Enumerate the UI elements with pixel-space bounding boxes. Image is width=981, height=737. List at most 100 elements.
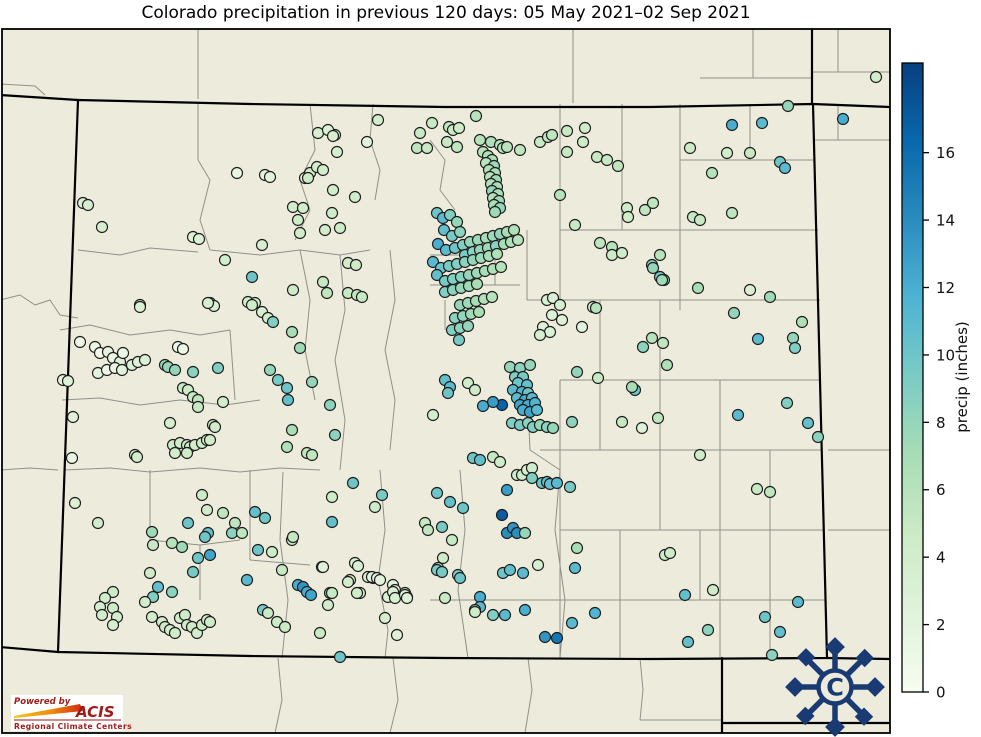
station-dot — [758, 610, 772, 624]
station-dot — [615, 246, 629, 260]
acis-name: ACIS — [75, 703, 115, 721]
station-dot — [755, 116, 769, 130]
station-dot — [435, 565, 449, 579]
station-dot — [705, 166, 719, 180]
station-dot — [621, 210, 635, 224]
station-dot — [296, 201, 310, 215]
station-dot — [498, 608, 512, 622]
station-dot — [311, 126, 325, 140]
station-dot — [115, 363, 129, 377]
colorbar-tick-label: 14 — [936, 212, 955, 230]
station-dot — [518, 603, 532, 617]
station-dot — [425, 116, 439, 130]
station-dot — [570, 365, 584, 379]
snowflake-ring — [816, 668, 854, 706]
station-dot — [145, 525, 159, 539]
station-dot — [186, 565, 200, 579]
station-dot — [507, 223, 521, 237]
station-dot — [450, 140, 464, 154]
station-dot — [203, 548, 217, 562]
colorbar-tick-label: 6 — [936, 481, 946, 499]
station-dot — [313, 626, 327, 640]
station-dot — [493, 455, 507, 469]
station-dot — [95, 608, 109, 622]
station-dot — [198, 530, 212, 544]
station-dot — [591, 371, 605, 385]
station-dot — [743, 146, 757, 160]
station-dot — [133, 300, 147, 314]
acis-subtitle: Regional Climate Centers — [14, 722, 132, 731]
station-dot — [590, 150, 604, 164]
station-dot — [869, 70, 883, 84]
station-dot — [461, 319, 475, 333]
station-dot — [683, 141, 697, 155]
station-dot — [328, 428, 342, 442]
station-dot — [589, 301, 603, 315]
station-dot — [318, 223, 332, 237]
station-dot — [286, 530, 300, 544]
station-dot — [473, 590, 487, 604]
station-dot — [203, 433, 217, 447]
station-dot — [646, 196, 660, 210]
station-dot — [445, 533, 459, 547]
station-dot — [66, 410, 80, 424]
station-dot — [130, 450, 144, 464]
station-dot — [165, 585, 179, 599]
station-dot — [473, 133, 487, 147]
colorbar-tick-label: 8 — [936, 414, 946, 432]
station-dot — [788, 341, 802, 355]
station-dot — [326, 183, 340, 197]
station-dot — [801, 416, 815, 430]
station-dot — [91, 516, 105, 530]
station-dot — [371, 113, 385, 127]
station-dot — [530, 403, 544, 417]
station-dot — [565, 616, 579, 630]
station-dot — [555, 313, 569, 327]
station-dot — [438, 591, 452, 605]
station-dot — [186, 365, 200, 379]
station-dot — [780, 396, 794, 410]
colorado-border — [56, 98, 829, 661]
station-dot — [426, 255, 440, 269]
station-dot — [516, 566, 530, 580]
station-dot — [68, 496, 82, 510]
station-dot — [795, 315, 809, 329]
station-dot — [468, 605, 482, 619]
station-dot — [456, 501, 470, 515]
station-dot — [316, 275, 330, 289]
station-dot — [560, 124, 574, 138]
colorbar-ticks: 0 2 4 6 8 10 12 14 16 — [923, 144, 955, 702]
station-dot — [61, 374, 75, 388]
station-dot — [325, 206, 339, 220]
station-dot — [750, 482, 764, 496]
station-dot — [106, 618, 120, 632]
station-dot — [469, 109, 483, 123]
station-dot — [568, 561, 582, 575]
station-dot — [625, 380, 639, 394]
station-dot — [765, 648, 779, 662]
station-dot — [145, 610, 159, 624]
station-dot — [201, 296, 215, 310]
station-dot — [316, 163, 330, 177]
station-dot — [266, 315, 280, 329]
station-dot — [325, 515, 339, 529]
station-dot — [245, 270, 259, 284]
station-dot — [373, 573, 387, 587]
acis-powered-by: Powered by — [14, 697, 71, 707]
station-dot — [560, 145, 574, 159]
station-dot — [375, 488, 389, 502]
station-dot — [720, 146, 734, 160]
station-dot — [663, 546, 677, 560]
station-dot — [725, 118, 739, 132]
map-axes — [1, 28, 891, 734]
station-dot — [191, 400, 205, 414]
station-dot — [271, 373, 285, 387]
station-dot — [181, 516, 195, 530]
colorbar-gradient — [901, 62, 924, 693]
station-dot — [216, 395, 230, 409]
station-dot — [116, 346, 130, 360]
station-dot — [251, 543, 265, 557]
station-dot — [325, 490, 339, 504]
station-dot — [263, 363, 277, 377]
station-dot — [390, 628, 404, 642]
